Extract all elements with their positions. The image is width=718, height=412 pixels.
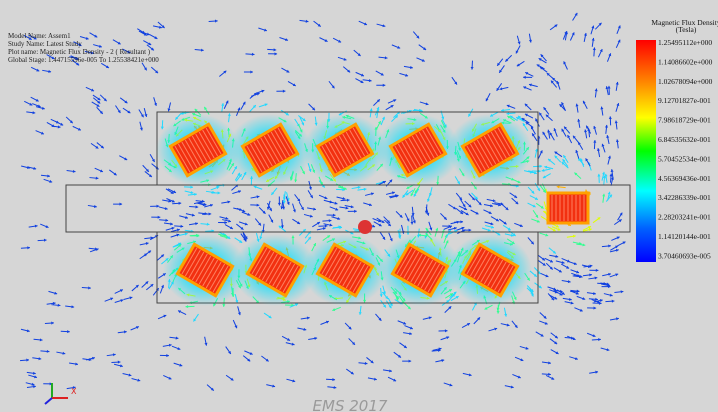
legend-label: 6.84535632e-001	[658, 135, 711, 144]
info-line: Global Stage: 1.44715596e-005 To 1.25538…	[8, 56, 159, 64]
legend-label: 2.28203241e-001	[658, 213, 711, 222]
screenshot: Model Name: Assem1 Study Name: Latest St…	[0, 0, 718, 412]
sphere	[358, 220, 372, 234]
legend-label: 1.25495112e+000	[658, 38, 712, 47]
legend-label: 4.56369436e-001	[658, 174, 711, 183]
coil	[548, 193, 588, 223]
legend-label: 5.70452534e-001	[658, 154, 711, 163]
legend-label: 9.12701827e-001	[658, 96, 711, 105]
info-line: Model Name: Assem1	[8, 32, 71, 40]
x-axis-label: X	[71, 387, 77, 396]
legend-label: 1.02678094e+000	[658, 77, 713, 86]
info-line: Plot name: Magnetic Flux Density - 2 ( R…	[8, 48, 151, 56]
legend-label: 3.70460693e-005	[658, 251, 711, 260]
color-bar	[636, 40, 656, 262]
watermark: EMS 2017	[313, 397, 388, 412]
legend-label: 1.14120144e-001	[658, 232, 711, 241]
legend-label: 7.98618729e-001	[658, 116, 711, 125]
info-line: Study Name: Latest Study	[8, 40, 82, 48]
legend-label: 1.14086602e+000	[658, 57, 713, 66]
legend-label: 3.42286339e-001	[658, 193, 711, 202]
legend-unit: (Tesla)	[676, 25, 697, 34]
